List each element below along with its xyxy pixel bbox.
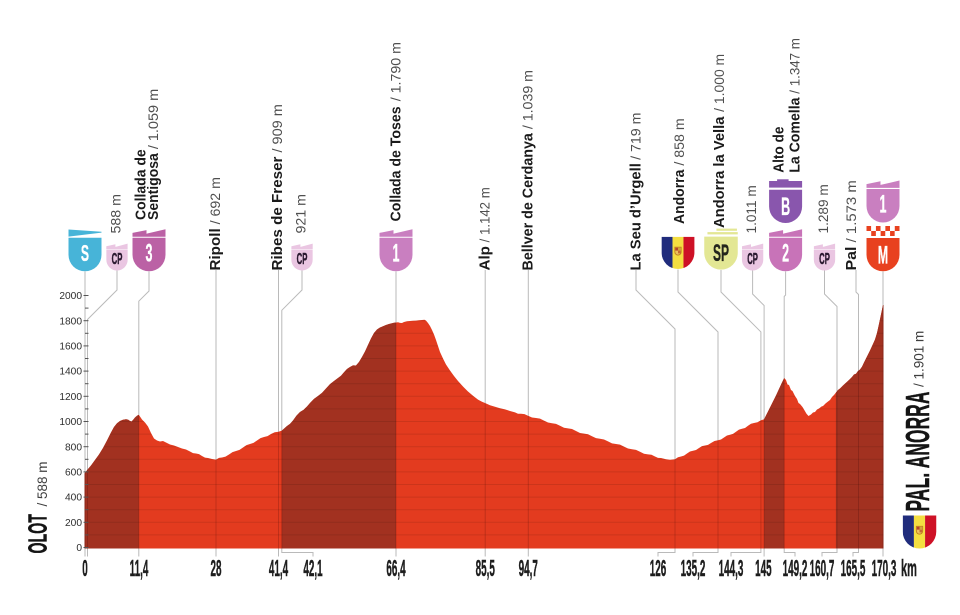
svg-text:1.011 m: 1.011 m	[743, 185, 759, 233]
svg-text:Pal: Pal	[843, 247, 860, 271]
svg-text:200: 200	[65, 518, 82, 529]
svg-text:/ 1.142 m: / 1.142 m	[477, 187, 493, 246]
svg-text:1400: 1400	[59, 367, 82, 378]
svg-text:La Seu d’Urgell: La Seu d’Urgell	[627, 163, 644, 270]
svg-text:CP: CP	[112, 250, 123, 268]
svg-text:1: 1	[393, 240, 400, 268]
svg-text:/ 1.573 m: / 1.573 m	[844, 180, 860, 246]
svg-text:145: 145	[755, 555, 772, 581]
svg-text:/ 692 m: / 692 m	[208, 177, 224, 228]
svg-text:41,4: 41,4	[269, 555, 288, 581]
svg-text:1000: 1000	[59, 417, 82, 428]
svg-text:/ 588 m: / 588 m	[35, 461, 50, 506]
svg-text:/ 1.790 m: / 1.790 m	[389, 42, 405, 105]
svg-text:km: km	[901, 556, 917, 581]
svg-text:11,4: 11,4	[130, 555, 149, 581]
svg-text:/ 1.347 m: / 1.347 m	[787, 38, 802, 97]
svg-text:Collada de: Collada de	[133, 149, 150, 220]
svg-text:Bellver de Cerdanya: Bellver de Cerdanya	[520, 132, 536, 270]
svg-text:0: 0	[82, 555, 88, 581]
svg-text:M: M	[878, 242, 888, 270]
svg-text:126: 126	[650, 555, 667, 581]
svg-text:CP: CP	[297, 250, 308, 268]
svg-text:/ 1.059 m: / 1.059 m	[146, 89, 162, 153]
svg-text:/ 1.901 m: / 1.901 m	[912, 331, 927, 387]
svg-text:/ 1.039 m: / 1.039 m	[520, 70, 536, 133]
svg-text:400: 400	[65, 493, 82, 504]
svg-text:1: 1	[880, 191, 887, 219]
svg-text:Ripoll: Ripoll	[207, 228, 224, 270]
svg-text:OLOT: OLOT	[24, 514, 53, 554]
svg-text:42,1: 42,1	[303, 555, 322, 581]
svg-text:921 m: 921 m	[294, 194, 310, 233]
svg-text:85,5: 85,5	[476, 555, 495, 581]
svg-text:Sentigosa: Sentigosa	[146, 152, 163, 220]
svg-text:Alp: Alp	[476, 246, 493, 270]
svg-text:/ 719 m: / 719 m	[628, 113, 644, 164]
svg-text:66,4: 66,4	[386, 555, 405, 581]
svg-text:S: S	[81, 240, 89, 266]
svg-text:94,7: 94,7	[519, 555, 538, 581]
svg-text:600: 600	[65, 468, 82, 479]
svg-text:2000: 2000	[59, 291, 82, 302]
svg-text:CP: CP	[747, 250, 758, 268]
svg-text:160,7: 160,7	[810, 555, 835, 581]
svg-text:144,3: 144,3	[719, 555, 744, 581]
svg-text:149,2: 149,2	[783, 555, 808, 581]
svg-text:Collada de Toses: Collada de Toses	[388, 106, 405, 221]
svg-text:1200: 1200	[59, 392, 82, 403]
svg-text:PAL. ANORRA: PAL. ANORRA	[899, 391, 937, 511]
svg-text:0: 0	[76, 543, 82, 554]
svg-text:CP: CP	[819, 250, 830, 268]
svg-text:1800: 1800	[59, 316, 82, 327]
svg-text:135,2: 135,2	[681, 555, 706, 581]
svg-text:Andorra: Andorra	[672, 169, 689, 224]
svg-text:Andorra la Vella: Andorra la Vella	[711, 116, 728, 228]
svg-text:170,3: 170,3	[872, 555, 897, 581]
svg-text:Ribes de Freser: Ribes de Freser	[269, 156, 286, 270]
svg-text:Alto de: Alto de	[771, 127, 788, 173]
svg-text:3: 3	[146, 240, 153, 268]
svg-text:La Comella: La Comella	[787, 97, 804, 173]
svg-text:2: 2	[782, 240, 789, 268]
svg-text:800: 800	[65, 442, 82, 453]
svg-text:28: 28	[211, 555, 222, 581]
svg-text:588 m: 588 m	[109, 194, 125, 233]
svg-text:/ 858 m: / 858 m	[672, 118, 688, 169]
svg-text:B: B	[781, 193, 790, 221]
svg-text:SP: SP	[713, 241, 729, 268]
svg-text:1600: 1600	[59, 342, 82, 353]
svg-text:/ 909 m: / 909 m	[270, 104, 286, 156]
svg-text:165,5: 165,5	[841, 555, 866, 581]
svg-text:1.289 m: 1.289 m	[815, 184, 831, 233]
svg-text:/ 1.000 m: / 1.000 m	[711, 54, 727, 116]
